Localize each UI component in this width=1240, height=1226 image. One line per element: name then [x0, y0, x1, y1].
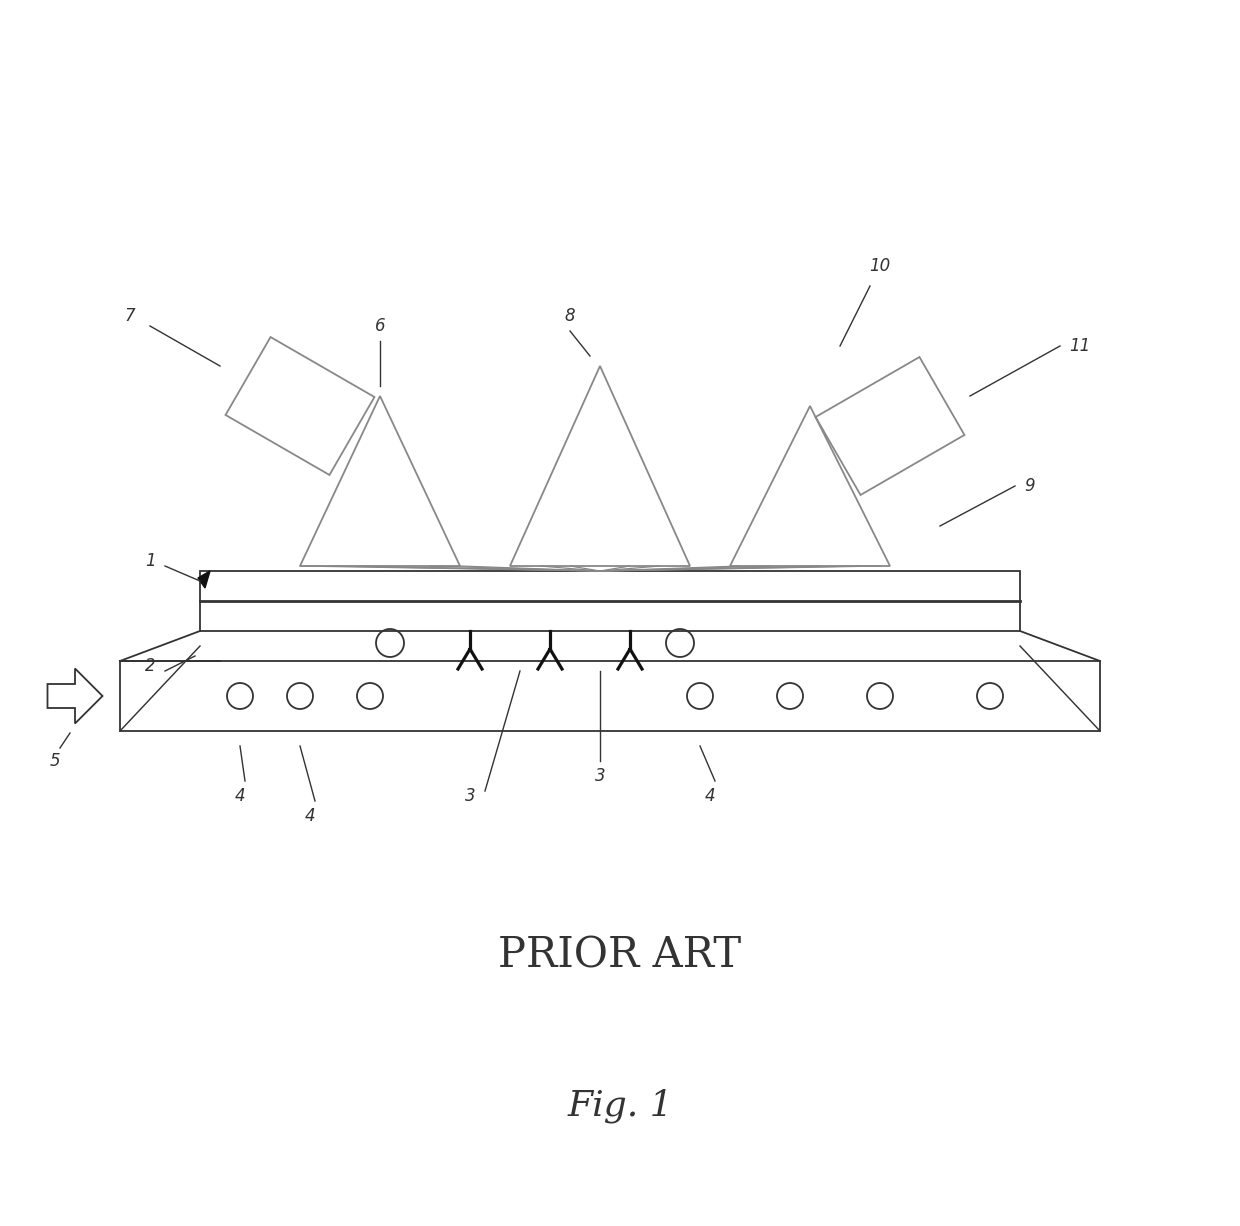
Text: 1: 1	[145, 552, 155, 570]
Text: 4: 4	[305, 807, 315, 825]
Text: 10: 10	[869, 257, 890, 275]
Text: 3: 3	[595, 767, 605, 785]
Polygon shape	[198, 571, 210, 588]
Text: 2: 2	[145, 657, 155, 676]
Text: 4: 4	[704, 787, 715, 805]
Text: 4: 4	[234, 787, 246, 805]
Text: 7: 7	[125, 306, 135, 325]
Text: 8: 8	[564, 306, 575, 325]
Text: 11: 11	[1069, 337, 1091, 356]
Bar	[200, 571, 1021, 631]
Text: 6: 6	[374, 318, 386, 335]
Text: Fig. 1: Fig. 1	[567, 1089, 673, 1123]
Text: 3: 3	[465, 787, 475, 805]
Text: 5: 5	[50, 752, 61, 770]
Bar	[120, 661, 1100, 731]
Text: PRIOR ART: PRIOR ART	[498, 935, 742, 977]
Text: 9: 9	[1024, 477, 1035, 495]
